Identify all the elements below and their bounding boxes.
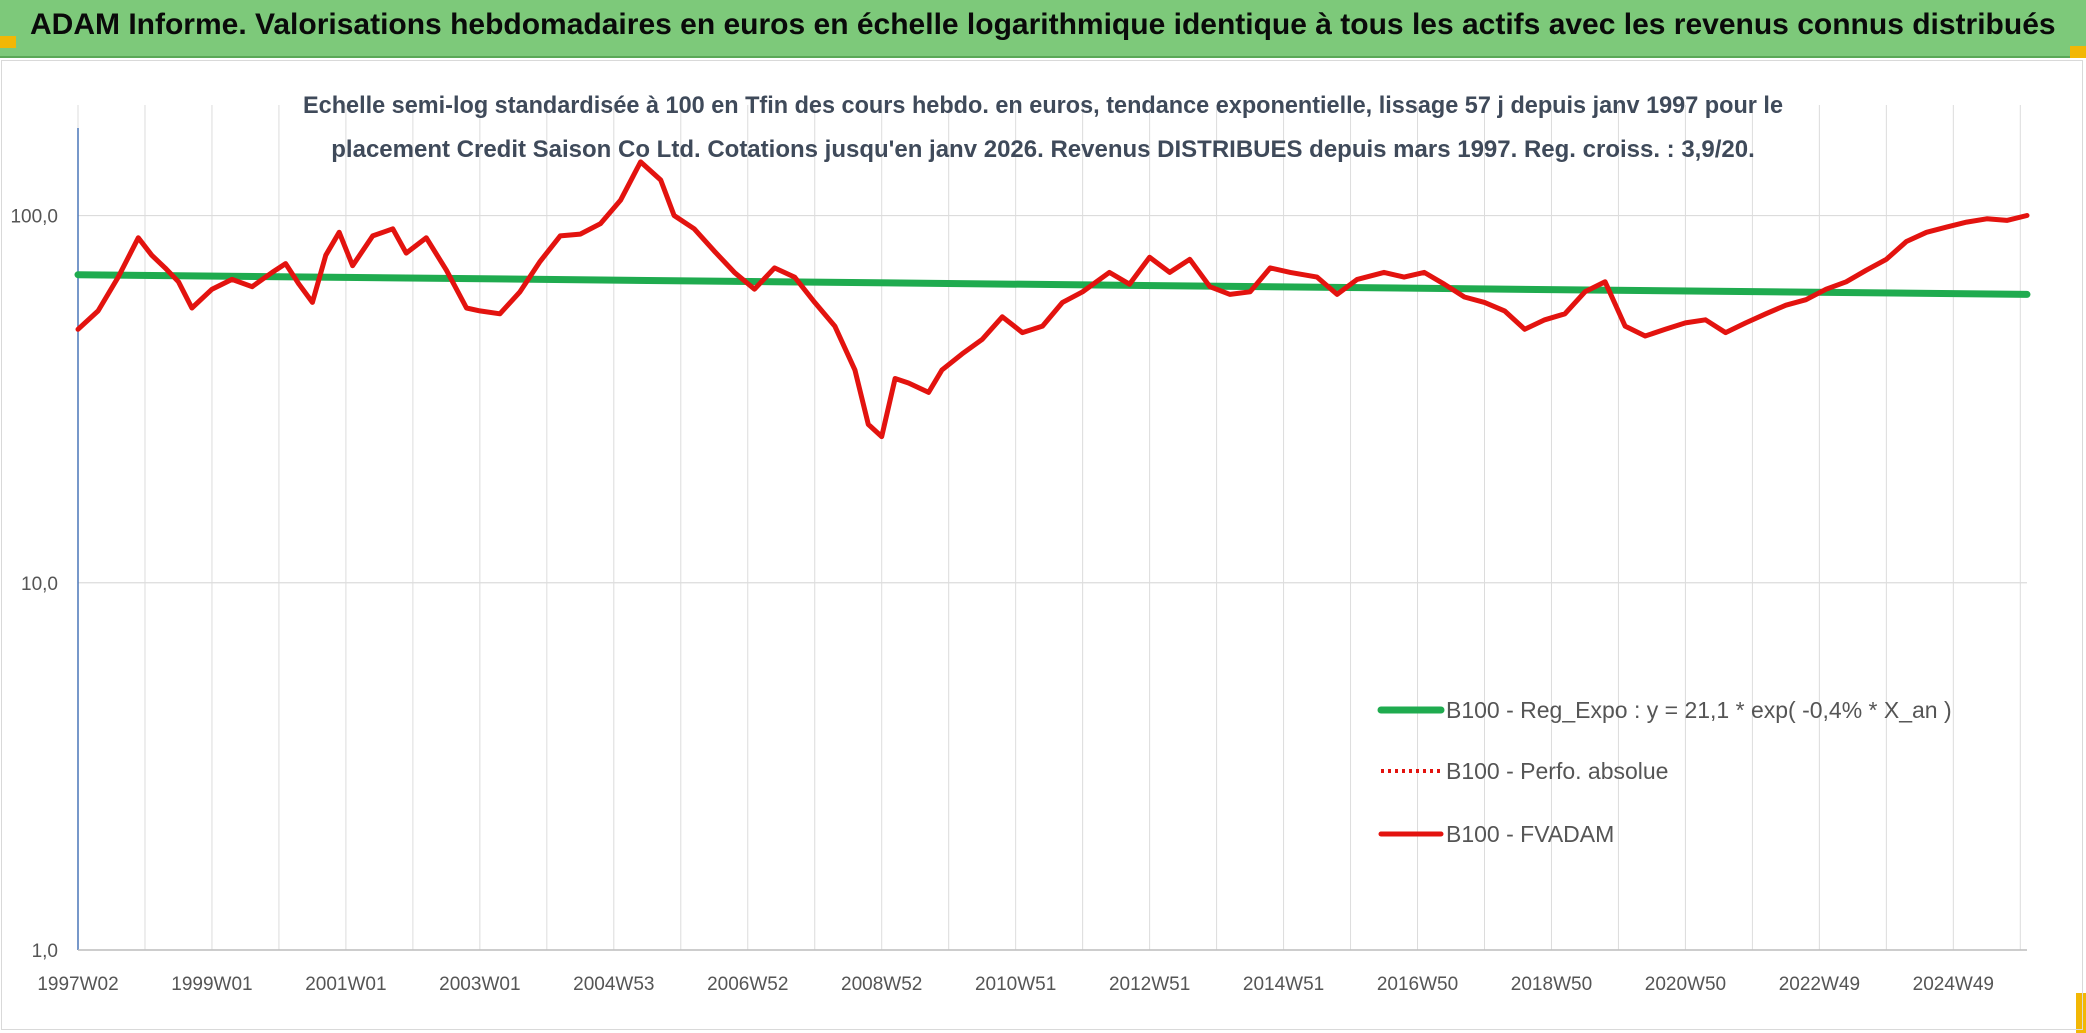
x-tick-label: 2006W52 xyxy=(707,974,788,995)
corner-accent-left xyxy=(0,36,16,48)
x-tick-label: 2004W53 xyxy=(573,974,654,995)
x-tick-label: 2003W01 xyxy=(439,974,520,995)
trend-series-line xyxy=(74,271,2031,298)
legend-label-perf: B100 - Perfo. absolue xyxy=(1446,758,1668,784)
x-tick-label: 2020W50 xyxy=(1645,974,1726,995)
corner-accent-right xyxy=(2070,46,2086,58)
x-tick-label: 2016W50 xyxy=(1377,974,1458,995)
y-tick-label: 1,0 xyxy=(32,941,58,962)
chart-title-line: Echelle semi-log standardisée à 100 en T… xyxy=(303,92,1783,119)
corner-accent-bottom-right xyxy=(2076,993,2086,1033)
x-tick-label: 2022W49 xyxy=(1779,974,1860,995)
chart-title-line: placement Credit Saison Co Ltd. Cotation… xyxy=(331,136,1754,163)
header-banner: ADAM Informe. Valorisations hebdomadaire… xyxy=(0,0,2086,58)
x-tick-label: 2012W51 xyxy=(1109,974,1190,995)
x-tick-label: 1999W01 xyxy=(171,974,252,995)
x-tick-label: 2018W50 xyxy=(1511,974,1592,995)
legend-label-trend: B100 - Reg_Expo : y = 21,1 * exp( -0,4% … xyxy=(1446,697,1952,723)
x-tick-label: 2008W52 xyxy=(841,974,922,995)
fvadam-series-line xyxy=(75,159,2030,440)
legend-label-fvadam: B100 - FVADAM xyxy=(1446,821,1614,847)
x-tick-label: 1997W02 xyxy=(37,974,118,995)
x-tick-label: 2014W51 xyxy=(1243,974,1324,995)
y-tick-label: 100,0 xyxy=(10,207,58,228)
x-tick-label: 2010W51 xyxy=(975,974,1056,995)
x-tick-label: 2001W01 xyxy=(305,974,386,995)
page-title: ADAM Informe. Valorisations hebdomadaire… xyxy=(30,8,2056,41)
chart-frame xyxy=(1,60,2083,1030)
x-tick-label: 2024W49 xyxy=(1913,974,1994,995)
y-tick-label: 10,0 xyxy=(21,574,58,595)
